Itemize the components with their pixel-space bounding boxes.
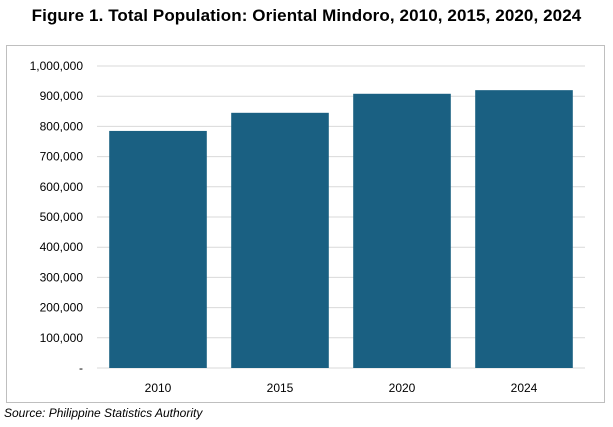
y-tick-label: 600,000 [40, 180, 84, 194]
bar-2024 [475, 90, 573, 368]
chart-frame: - 100,000 200,000 300,000 400,000 500,000 600,… [6, 45, 605, 403]
y-tick-label: 400,000 [40, 240, 84, 254]
x-tick-label: 2024 [511, 381, 538, 395]
x-tick-label: 2020 [389, 381, 416, 395]
y-tick-label: - [79, 361, 83, 375]
figure-title: Figure 1. Total Population: Oriental Min… [31, 6, 582, 25]
y-tick-label: 500,000 [40, 210, 84, 224]
bar-2015 [231, 112, 329, 368]
x-tick-label: 2015 [267, 381, 294, 395]
bar-2010 [109, 130, 207, 368]
bar-chart: - 100,000 200,000 300,000 400,000 500,000 600,… [30, 59, 585, 395]
y-tick-label: 1,000,000 [30, 59, 84, 73]
y-tick-label: 700,000 [40, 150, 84, 164]
source-note: Source: Philippine Statistics Authority [4, 406, 203, 420]
y-tick-label: 900,000 [40, 89, 84, 103]
y-tick-label: 200,000 [40, 301, 84, 315]
bar-2020 [353, 93, 451, 368]
y-tick-label: 300,000 [40, 270, 84, 284]
x-tick-label: 2010 [145, 381, 172, 395]
y-tick-label: 100,000 [40, 331, 84, 345]
y-tick-label: 800,000 [40, 119, 84, 133]
